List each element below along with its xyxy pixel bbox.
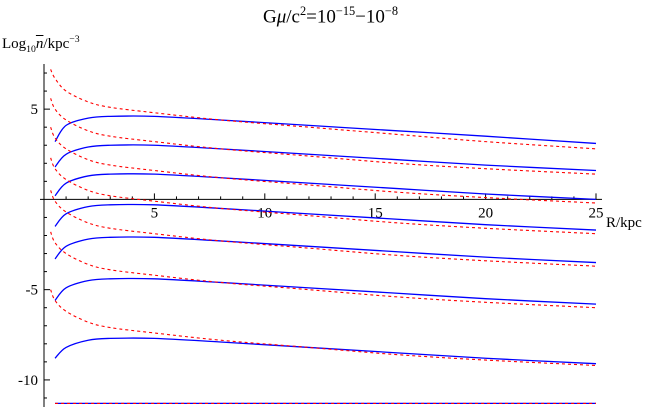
dashed-curve-7	[50, 289, 597, 367]
ylabel-unit: /kpc	[43, 36, 70, 52]
y-tick-label: -10	[18, 373, 38, 389]
dashed-curve-3	[50, 126, 597, 204]
dashed-curve-5	[50, 190, 597, 267]
axes: 5 10 15 20 25 -10 -5 5	[18, 64, 604, 407]
dashed-curve-1	[50, 69, 597, 150]
y-tick-label: -5	[26, 283, 39, 299]
x-tick-label: 25	[589, 205, 604, 221]
ylabel-n: n	[35, 36, 44, 52]
dashed-curve-4	[50, 157, 597, 235]
x-tick-label: 15	[368, 205, 383, 221]
ylabel-exp: −3	[69, 34, 80, 45]
title-ten: −10	[355, 6, 385, 28]
ylabel-base: 10	[26, 44, 36, 55]
title-square: 2	[299, 4, 307, 18]
y-axis-label: Log10n/kpc−3	[2, 34, 80, 55]
solid-curve-6	[54, 277, 597, 305]
solid-curve-5	[54, 236, 597, 264]
x-tick-label: 20	[478, 205, 493, 221]
x-tick-label: 10	[257, 205, 272, 221]
title-eq: =10	[306, 6, 336, 28]
solid-curve-4	[54, 203, 597, 231]
chart-title: Gμ/c2=10−15−10−8	[0, 4, 661, 28]
y-tick-label: 5	[31, 102, 39, 118]
dashed-curve-6	[50, 231, 597, 309]
x-tick-label: 5	[151, 205, 159, 221]
solid-curve-1	[54, 115, 597, 145]
ylabel-log: Log	[2, 36, 27, 52]
title-exp-low: −15	[335, 4, 356, 18]
solid-curve-7	[54, 337, 597, 365]
solid-curve-3	[54, 173, 597, 201]
title-exp-high: −8	[384, 4, 399, 18]
title-c: /c	[286, 6, 300, 28]
title-g: G	[262, 6, 277, 28]
curves	[50, 69, 597, 405]
title-mu: μ	[276, 6, 287, 28]
dashed-curve-2	[50, 98, 597, 175]
x-axis-label: R/kpc	[606, 215, 642, 231]
solid-curve-2	[54, 144, 597, 172]
